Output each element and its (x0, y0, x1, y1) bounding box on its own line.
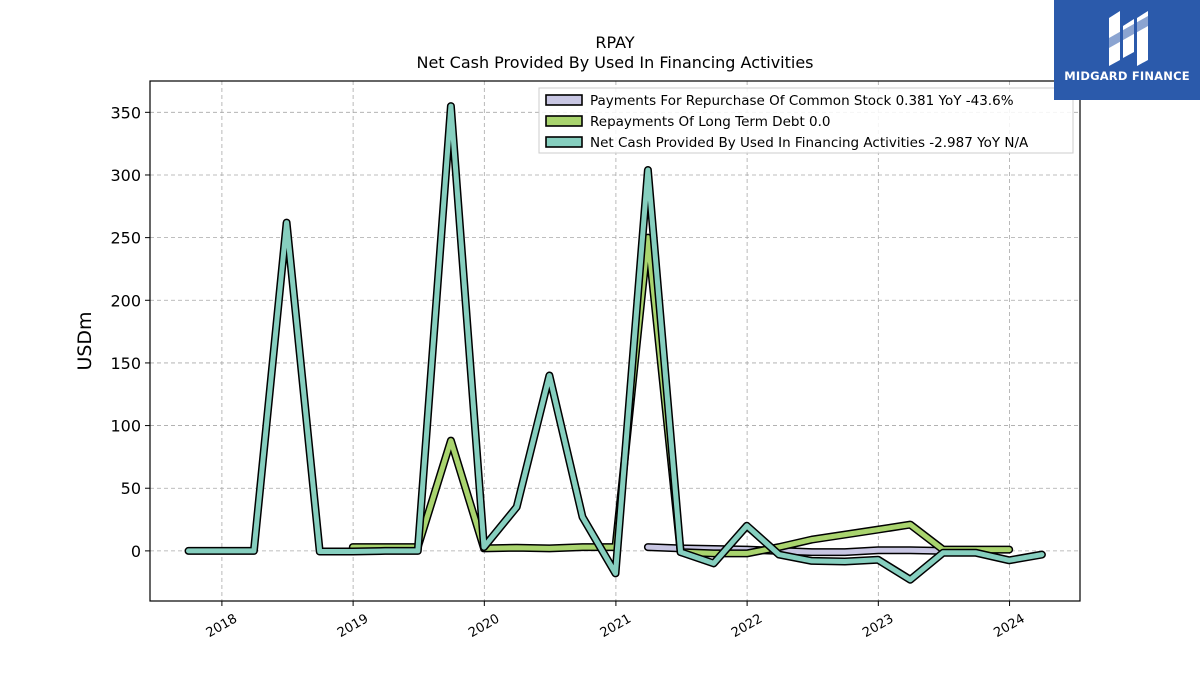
y-tick-label: 350 (110, 103, 141, 122)
x-tick-label: 2023 (860, 611, 896, 641)
legend-swatch (545, 94, 583, 106)
series-1 (643, 543, 947, 557)
chart-subtitle: Net Cash Provided By Used In Financing A… (416, 53, 813, 72)
x-axis-ticks: 2018 2019 2020 2021 2022 2023 2024 (204, 601, 1028, 641)
midgard-m-icon (1109, 11, 1148, 66)
series-line (350, 235, 1012, 556)
legend-item: Net Cash Provided By Used In Financing A… (545, 135, 1029, 151)
x-tick-label: 2021 (598, 611, 634, 641)
y-tick-label: 250 (110, 229, 141, 248)
y-tick-label: 200 (110, 291, 141, 310)
legend-swatch (545, 115, 583, 127)
legend-label: Payments For Repurchase Of Common Stock … (590, 93, 1014, 109)
legend-label: Net Cash Provided By Used In Financing A… (590, 135, 1029, 151)
midgard-logo: MIDGARD FINANCE (1054, 0, 1200, 100)
logo-text: MIDGARD FINANCE (1064, 69, 1190, 83)
series-line-outline (348, 233, 1014, 558)
x-tick-label: 2022 (729, 611, 765, 641)
y-tick-label: 50 (121, 479, 141, 498)
legend-swatch (545, 136, 583, 148)
y-tick-label: 300 (110, 166, 141, 185)
legend-box (538, 87, 1074, 154)
x-tick-label: 2019 (335, 611, 371, 641)
y-axis-ticks: 0 50 100 150 200 250 300 350 (110, 103, 150, 561)
x-tick-label: 2024 (991, 611, 1027, 641)
series-lines (184, 102, 1046, 584)
plot-frame (149, 80, 1081, 602)
series-2 (348, 233, 1014, 558)
legend-item: Payments For Repurchase Of Common Stock … (545, 93, 1014, 109)
y-tick-label: 100 (110, 417, 141, 436)
x-tick-label: 2018 (204, 611, 240, 641)
y-tick-label: 150 (110, 354, 141, 373)
y-axis-label: USDm (74, 311, 96, 370)
legend-label: Repayments Of Long Term Debt 0.0 (590, 114, 831, 130)
legend-item: Repayments Of Long Term Debt 0.0 (545, 114, 831, 130)
series-line (186, 103, 1045, 583)
y-tick-label: 0 (131, 542, 141, 561)
series-3 (184, 102, 1046, 584)
series-line (645, 544, 946, 555)
x-tick-label: 2020 (466, 611, 502, 641)
legend: Payments For Repurchase Of Common Stock … (538, 87, 1074, 154)
chart-title: RPAY (595, 33, 634, 52)
